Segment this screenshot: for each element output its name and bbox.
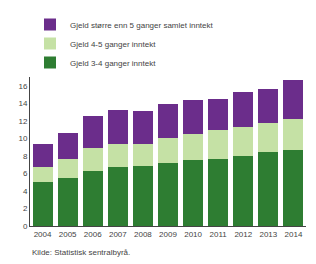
svg-text:2006: 2006 xyxy=(84,230,102,239)
svg-text:2014: 2014 xyxy=(285,230,303,239)
svg-text:4: 4 xyxy=(23,187,28,196)
svg-text:Gjeld større enn 5 ganger saml: Gjeld større enn 5 ganger samlet inntekt xyxy=(70,21,214,30)
svg-text:2009: 2009 xyxy=(159,230,177,239)
svg-text:Gjeld 3-4 ganger inntekt: Gjeld 3-4 ganger inntekt xyxy=(70,59,156,68)
svg-text:2011: 2011 xyxy=(210,230,228,239)
svg-text:10: 10 xyxy=(18,134,27,143)
svg-text:8: 8 xyxy=(23,152,28,161)
svg-text:Kilde: Statistisk sentralbyrå.: Kilde: Statistisk sentralbyrå. xyxy=(32,248,130,257)
svg-text:16: 16 xyxy=(18,82,27,91)
svg-text:14: 14 xyxy=(18,99,27,108)
svg-text:0: 0 xyxy=(23,222,28,231)
svg-text:6: 6 xyxy=(23,169,28,178)
svg-text:Gjeld 4-5 ganger inntekt: Gjeld 4-5 ganger inntekt xyxy=(70,40,156,49)
svg-text:2004: 2004 xyxy=(34,230,52,239)
svg-text:2008: 2008 xyxy=(134,230,152,239)
svg-text:2012: 2012 xyxy=(234,230,252,239)
svg-text:2: 2 xyxy=(23,204,28,213)
svg-text:2013: 2013 xyxy=(259,230,277,239)
svg-text:12: 12 xyxy=(18,117,27,126)
svg-text:2010: 2010 xyxy=(184,230,202,239)
svg-text:2005: 2005 xyxy=(59,230,77,239)
svg-text:2007: 2007 xyxy=(109,230,127,239)
